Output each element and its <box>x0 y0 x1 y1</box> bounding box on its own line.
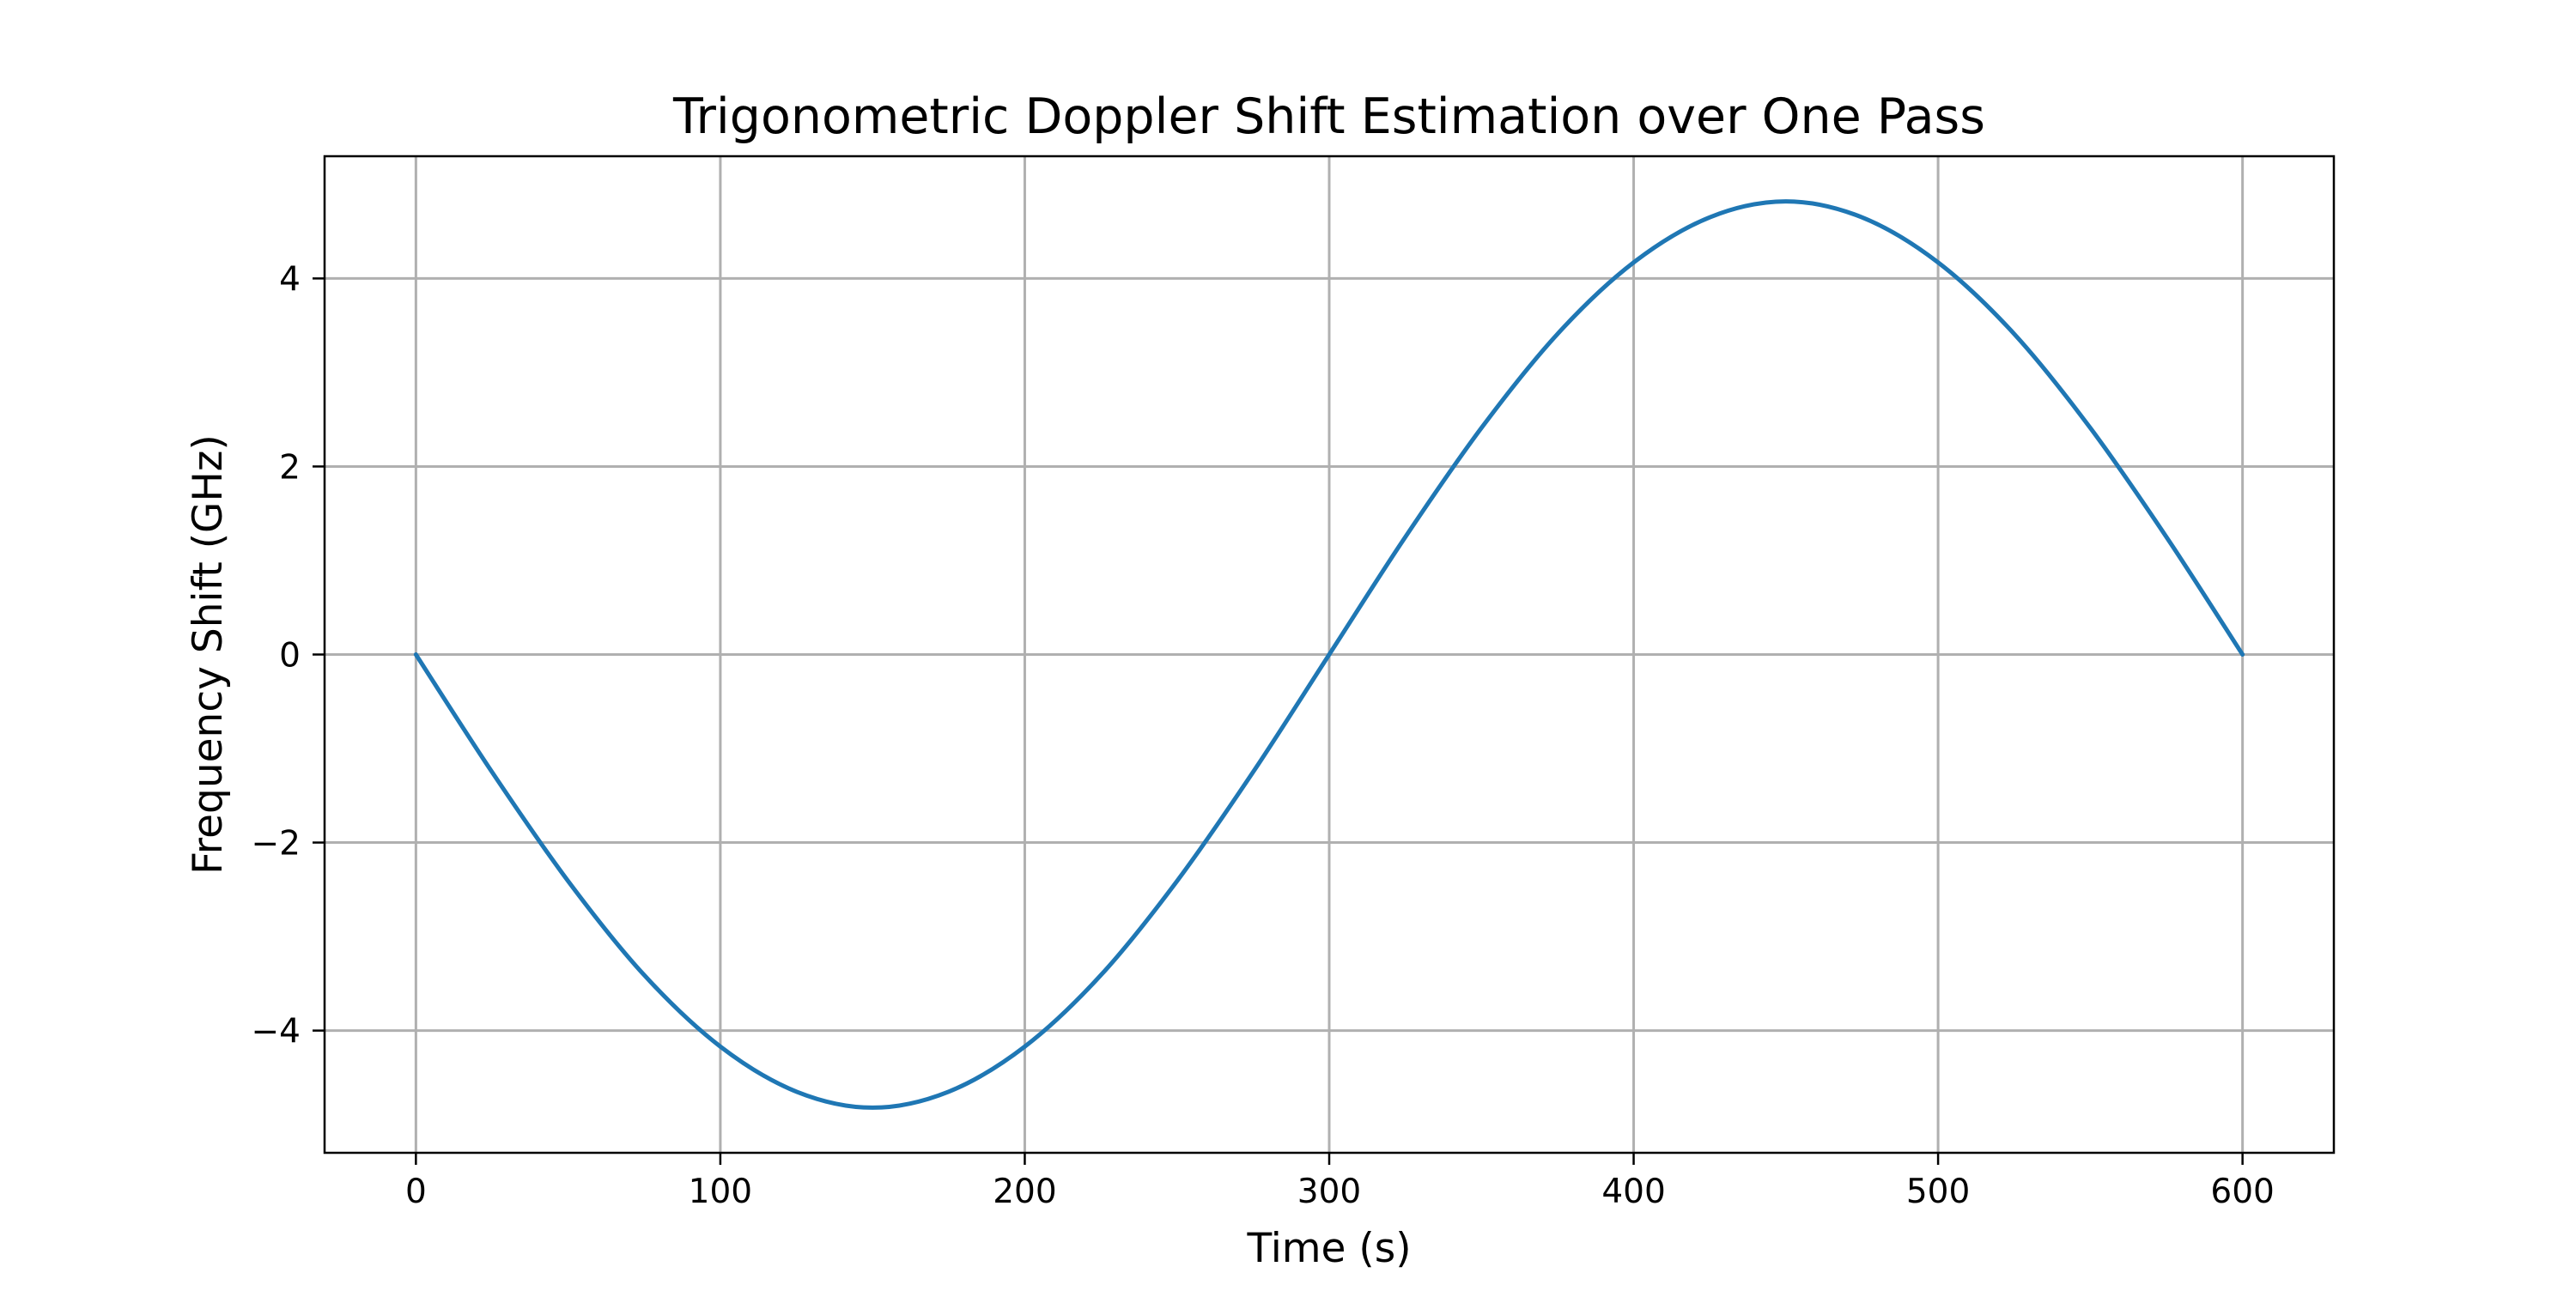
x-tick-label: 300 <box>1297 1173 1361 1211</box>
y-tick-label: 4 <box>279 260 301 299</box>
y-tick-label: −4 <box>252 1013 301 1052</box>
x-axis-label: Time (s) <box>1246 1225 1411 1272</box>
x-tick-label: 400 <box>1601 1173 1665 1211</box>
series-layer <box>413 199 2245 1110</box>
y-axis-label: Frequency Shift (GHz) <box>185 434 232 875</box>
y-tick-label: 2 <box>279 448 301 487</box>
x-tick-label: 500 <box>1906 1173 1970 1211</box>
x-tick-label: 0 <box>405 1173 427 1211</box>
grid <box>325 156 2334 1153</box>
axis-ticks: 0 100 200 300 400 500 600 −4 −2 0 2 4 <box>252 260 2275 1211</box>
chart-title: Trigonometric Doppler Shift Estimation o… <box>672 88 1985 145</box>
y-tick-label: 0 <box>279 637 301 676</box>
x-tick-label: 100 <box>689 1173 752 1211</box>
series-line <box>413 199 2245 1110</box>
x-tick-label: 200 <box>993 1173 1056 1211</box>
y-tick-label: −2 <box>252 825 301 864</box>
x-tick-label: 600 <box>2210 1173 2274 1211</box>
